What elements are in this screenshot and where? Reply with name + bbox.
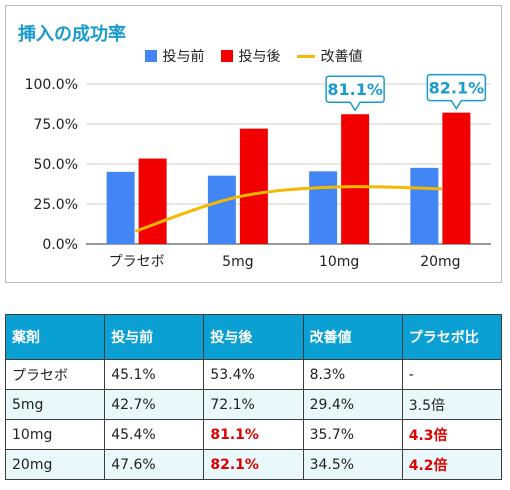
chart-title: 挿入の成功率 (18, 24, 126, 45)
chart-container: 挿入の成功率 投与前 投与後 改善値 0.0% 25.0% 50.0% 75.0% 10… (5, 5, 502, 283)
callout-bubble (325, 75, 385, 112)
bar-before (207, 175, 236, 244)
legend-swatch-before (144, 50, 157, 62)
cell-after-highlight: 81.1% (203, 419, 304, 450)
y-tick-label: 100.0% (25, 77, 78, 93)
table-row: 5mg 42.7% 72.1% 29.4% 3.5倍 (4, 389, 503, 420)
x-tick-label: 5mg (222, 254, 253, 270)
x-tick-label: 10mg (319, 254, 359, 270)
cell-after-highlight: 82.1% (203, 449, 304, 480)
table-header-row: 薬剤 投与前 投与後 改善値 プラセボ比 (4, 314, 503, 360)
legend-swatch-after (220, 50, 233, 62)
cell-placebo-ratio-highlight: 4.3倍 (401, 419, 503, 450)
bar-after (138, 158, 167, 244)
cell-after: 72.1% (203, 389, 304, 420)
cell-drug: プラセボ (4, 359, 106, 390)
y-tick-label: 25.0% (34, 197, 78, 213)
legend-item-before: 投与前 (144, 46, 205, 66)
table-row: 10mg 45.4% 81.1% 35.7% 4.3倍 (4, 419, 503, 450)
table-row: 20mg 47.6% 82.1% 34.5% 4.2倍 (4, 449, 503, 480)
legend-label-before: 投与前 (162, 49, 205, 65)
legend-label-improvement: 改善値 (320, 49, 363, 65)
legend-swatch-improvement (296, 54, 315, 58)
header-after: 投与後 (203, 314, 304, 360)
y-tick-label: 75.0% (34, 117, 78, 133)
header-placebo-ratio: プラセボ比 (401, 314, 503, 360)
callout-label: 81.1% (327, 80, 383, 99)
y-tick-label: 50.0% (34, 157, 78, 173)
cell-drug: 10mg (4, 419, 106, 450)
header-drug: 薬剤 (4, 314, 106, 360)
data-table: 薬剤 投与前 投与後 改善値 プラセボ比 プラセボ 45.1% 53.4% 8.… (4, 314, 503, 480)
cell-placebo-ratio-highlight: 4.2倍 (401, 449, 503, 480)
cell-drug: 20mg (4, 449, 106, 480)
cell-improvement: 8.3% (302, 359, 403, 390)
chart-legend: 投与前 投与後 改善値 (6, 46, 501, 66)
x-tick-label: プラセボ (109, 254, 165, 270)
header-before: 投与前 (104, 314, 205, 360)
cell-after: 53.4% (203, 359, 304, 390)
header-improvement: 改善値 (302, 314, 403, 360)
cell-improvement: 29.4% (302, 389, 403, 420)
table-row: プラセボ 45.1% 53.4% 8.3% - (4, 359, 503, 390)
cell-before: 42.7% (104, 389, 205, 420)
bar-after (239, 128, 268, 244)
cell-improvement: 35.7% (302, 419, 403, 450)
bar-before (106, 171, 135, 244)
cell-placebo-ratio: - (401, 359, 503, 390)
legend-item-after: 投与後 (220, 46, 281, 66)
cell-placebo-ratio: 3.5倍 (401, 389, 503, 420)
bar-after (442, 112, 471, 244)
bar-before (410, 167, 439, 244)
cell-drug: 5mg (4, 389, 106, 420)
bar-after (341, 114, 370, 245)
legend-label-after: 投与後 (238, 49, 281, 65)
callout-bubble (426, 73, 487, 111)
bar-before (309, 171, 338, 244)
y-tick-label: 0.0% (42, 237, 78, 253)
improvement-line (135, 185, 442, 233)
cell-improvement: 34.5% (302, 449, 403, 480)
legend-item-improvement: 改善値 (296, 46, 363, 66)
callout-label: 82.1% (429, 79, 485, 98)
cell-before: 45.4% (104, 419, 205, 450)
cell-before: 45.1% (104, 359, 205, 390)
cell-before: 47.6% (104, 449, 205, 480)
chart-plot: 0.0% 25.0% 50.0% 75.0% 100.0% プラセボ 5mg 10mg 20mg… (25, 73, 491, 270)
x-tick-label: 20mg (420, 254, 460, 270)
